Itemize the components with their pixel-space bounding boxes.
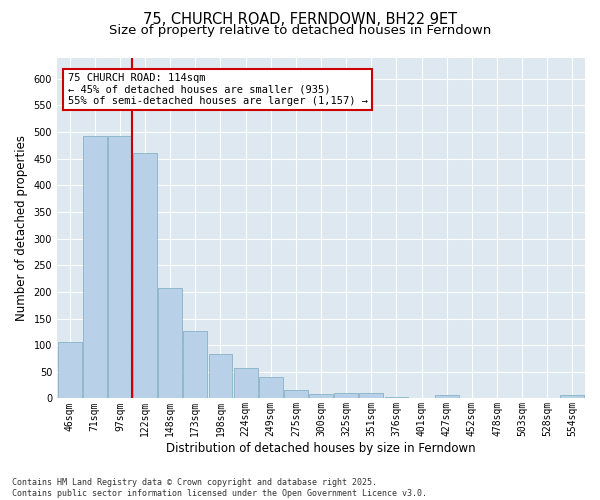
Bar bbox=[284, 390, 308, 398]
Bar bbox=[184, 332, 207, 398]
Bar bbox=[309, 394, 333, 398]
Y-axis label: Number of detached properties: Number of detached properties bbox=[15, 135, 28, 321]
Bar bbox=[209, 354, 232, 399]
Bar bbox=[359, 392, 383, 398]
Text: Size of property relative to detached houses in Ferndown: Size of property relative to detached ho… bbox=[109, 24, 491, 37]
Text: 75 CHURCH ROAD: 114sqm
← 45% of detached houses are smaller (935)
55% of semi-de: 75 CHURCH ROAD: 114sqm ← 45% of detached… bbox=[68, 73, 368, 106]
Bar bbox=[233, 368, 257, 398]
Bar bbox=[334, 392, 358, 398]
Bar bbox=[259, 377, 283, 398]
Bar bbox=[435, 395, 458, 398]
X-axis label: Distribution of detached houses by size in Ferndown: Distribution of detached houses by size … bbox=[166, 442, 476, 455]
Bar bbox=[385, 397, 409, 398]
Text: Contains HM Land Registry data © Crown copyright and database right 2025.
Contai: Contains HM Land Registry data © Crown c… bbox=[12, 478, 427, 498]
Bar bbox=[560, 395, 584, 398]
Bar bbox=[83, 136, 107, 398]
Bar bbox=[108, 136, 132, 398]
Bar bbox=[133, 154, 157, 398]
Bar bbox=[58, 342, 82, 398]
Bar bbox=[158, 288, 182, 399]
Text: 75, CHURCH ROAD, FERNDOWN, BH22 9ET: 75, CHURCH ROAD, FERNDOWN, BH22 9ET bbox=[143, 12, 457, 28]
